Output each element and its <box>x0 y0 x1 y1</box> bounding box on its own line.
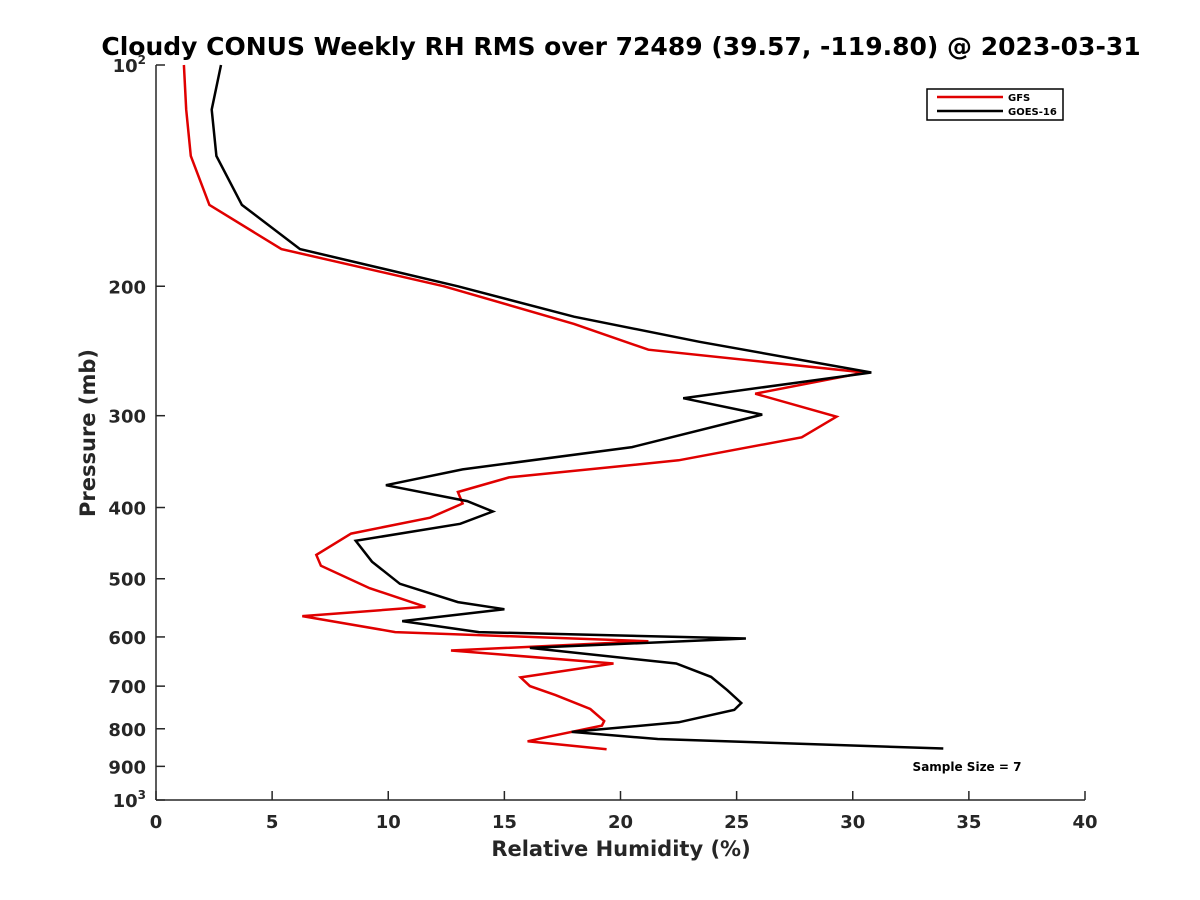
x-axis-label: Relative Humidity (%) <box>491 837 750 861</box>
legend-box <box>926 88 1064 121</box>
y-tick-label: 200 <box>108 277 146 298</box>
sample-size-annotation: Sample Size = 7 <box>913 760 1022 774</box>
y-tick-label: 102 <box>113 53 146 77</box>
y-tick-label: 800 <box>108 720 146 741</box>
x-tick-label: 20 <box>608 812 633 833</box>
y-tick-label: 700 <box>108 677 146 698</box>
legend-label-gfs: GFS <box>1008 93 1030 104</box>
y-tick-label: 500 <box>108 570 146 591</box>
y-tick-label: 900 <box>108 757 146 778</box>
chart-title: Cloudy CONUS Weekly RH RMS over 72489 (3… <box>101 32 1140 61</box>
legend-label-goes: GOES-16 <box>1008 107 1057 118</box>
series-line-goes-16 <box>210 64 944 750</box>
y-tick-label: 600 <box>108 628 146 649</box>
x-tick-label: 5 <box>266 812 279 833</box>
axes-layer: 0 5 10 15 20 25 30 35 40 102 200 300 400 500 600 700 800… <box>108 53 1097 833</box>
x-tick-label: 15 <box>492 812 517 833</box>
x-tick-label: 35 <box>956 812 981 833</box>
series-line-gfs <box>182 64 865 751</box>
x-tick-label: 40 <box>1072 812 1097 833</box>
x-tick-label: 25 <box>724 812 749 833</box>
x-tick-label: 0 <box>150 812 163 833</box>
x-tick-label: 10 <box>376 812 401 833</box>
y-axis-label: Pressure (mb) <box>76 349 100 517</box>
legend: GFS GOES-16 <box>926 88 1064 121</box>
y-tick-label: 103 <box>113 788 146 812</box>
x-tick-label: 30 <box>840 812 865 833</box>
y-tick-label: 300 <box>108 407 146 428</box>
y-tick-label: 400 <box>108 499 146 520</box>
series-layer <box>182 64 944 751</box>
